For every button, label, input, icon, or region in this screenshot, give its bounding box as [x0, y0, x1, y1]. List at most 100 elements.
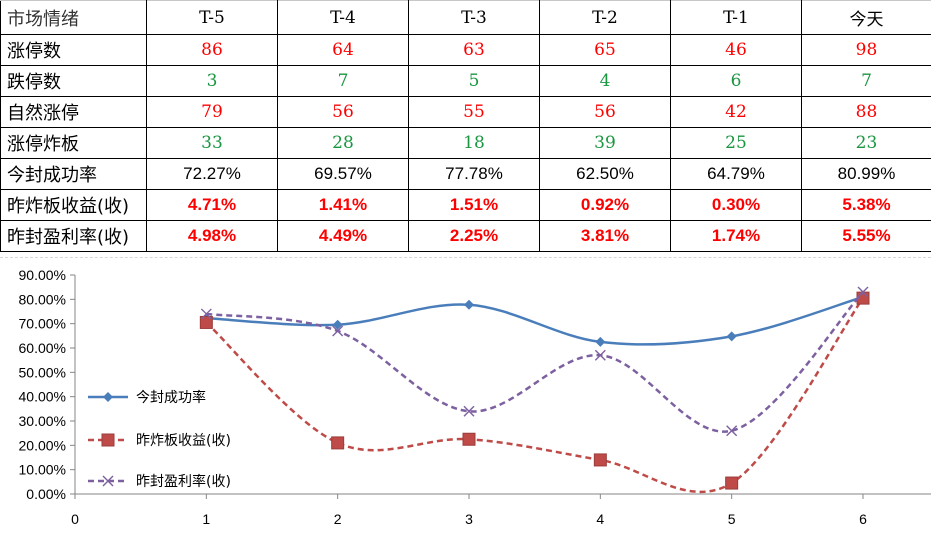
series-line-2 — [205, 297, 865, 494]
table-cell: 4.98% — [146, 220, 278, 252]
y-tick-label: 0.00% — [26, 486, 66, 502]
row-label: 自然涨停 — [0, 96, 147, 128]
y-tick-label: 70.00% — [19, 316, 66, 332]
y-tick-label: 10.00% — [19, 462, 66, 478]
row-label: 今封成功率 — [0, 158, 147, 190]
line-chart: 0.00% 10.00% 20.00% 30.00% 40.00% 50.00% 60.00… — [19, 267, 931, 527]
table-cell: 69.57% — [277, 158, 409, 190]
table-cell: 5.55% — [801, 220, 931, 252]
table-row: 今封成功率 72.27% 69.57% 77.78% 62.50% 64.79% 80.99… — [0, 158, 931, 190]
table-cell: 63 — [408, 34, 540, 66]
data-point — [199, 315, 213, 329]
header-cell-t2: T-2 — [539, 0, 671, 35]
table-cell: 88 — [801, 96, 931, 128]
table-cell: 1.51% — [408, 189, 540, 221]
table-cell: 3 — [146, 65, 278, 97]
table-cell: 56 — [277, 96, 409, 128]
data-point — [464, 299, 474, 310]
x-tick-label: 1 — [202, 511, 210, 527]
y-tick-label: 50.00% — [19, 364, 66, 380]
data-point — [725, 476, 739, 490]
x-tick-label: 5 — [728, 511, 736, 527]
table-cell: 7 — [801, 65, 931, 97]
row-label: 昨封盈利率(收) — [0, 220, 147, 252]
data-point — [593, 453, 607, 467]
y-tick-label: 40.00% — [19, 389, 66, 405]
table-cell: 72.27% — [146, 158, 278, 190]
table-cell: 80.99% — [801, 158, 931, 190]
y-tick-label: 90.00% — [19, 267, 66, 283]
table-cell: 25 — [670, 127, 802, 159]
x-tick-label: 0 — [71, 511, 79, 527]
table-cell: 4 — [539, 65, 671, 97]
table-cell: 64.79% — [670, 158, 802, 190]
series-line-3 — [206, 291, 864, 433]
table-cell: 0.30% — [670, 189, 802, 221]
table-cell: 4.71% — [146, 189, 278, 221]
table-cell: 86 — [146, 34, 278, 66]
table-cell: 1.74% — [670, 220, 802, 252]
data-point — [332, 319, 343, 330]
table-cell: 3.81% — [539, 220, 671, 252]
table-cell: 5.38% — [801, 189, 931, 221]
table-row: 跌停数 3 7 5 4 6 7 — [0, 65, 931, 97]
row-label: 涨停数 — [0, 34, 147, 66]
table-cell: 7 — [277, 65, 409, 97]
row-label: 跌停数 — [0, 65, 147, 97]
table-row: 昨炸板收益(收) 4.71% 1.41% 1.51% 0.92% 0.30% 5.38% — [0, 189, 931, 221]
table-row: 昨封盈利率(收) 4.98% 4.49% 2.25% 3.81% 1.74% 5.55% — [0, 220, 931, 252]
legend-marker — [102, 475, 114, 487]
table-cell: 79 — [146, 96, 278, 128]
table-cell: 1.41% — [277, 189, 409, 221]
series-line-1 — [206, 295, 864, 346]
legend-label: 今封成功率 — [136, 389, 206, 406]
data-point — [462, 432, 476, 446]
x-tick-label: 6 — [859, 511, 867, 527]
table-cell: 56 — [539, 96, 671, 128]
data-point — [594, 349, 606, 361]
header-cell-t5: T-5 — [146, 0, 278, 35]
data-point — [200, 308, 212, 320]
table-cell: 77.78% — [408, 158, 540, 190]
market-sentiment-table: 市场情绪 T-5 T-4 T-3 T-2 T-1 今天 涨停数 86 64 63 65 4… — [0, 0, 931, 252]
table-cell: 0.92% — [539, 189, 671, 221]
table-cell: 98 — [801, 34, 931, 66]
table-cell: 42 — [670, 96, 802, 128]
legend-label: 昨封盈利率(收) — [136, 473, 231, 490]
y-tick-label: 20.00% — [19, 437, 66, 453]
table-cell: 18 — [408, 127, 540, 159]
table-cell: 5 — [408, 65, 540, 97]
x-tick-label: 2 — [334, 511, 342, 527]
table-cell: 6 — [670, 65, 802, 97]
table-cell: 33 — [146, 127, 278, 159]
separator-line — [0, 257, 931, 258]
y-tick-label: 80.00% — [19, 291, 66, 307]
table-cell: 4.49% — [277, 220, 409, 252]
data-point — [331, 436, 345, 450]
table-cell: 55 — [408, 96, 540, 128]
table-row: 涨停数 86 64 63 65 46 98 — [0, 34, 931, 66]
table-cell: 46 — [670, 34, 802, 66]
table-row: 自然涨停 79 56 55 56 42 88 — [0, 96, 931, 128]
data-point — [332, 325, 344, 337]
data-point — [463, 405, 475, 417]
legend-marker — [103, 392, 113, 402]
header-cell-t1: T-1 — [670, 0, 802, 35]
table-row: 涨停炸板 33 28 18 39 25 23 — [0, 127, 931, 159]
data-point — [726, 425, 738, 437]
table-cell: 39 — [539, 127, 671, 159]
row-label: 昨炸板收益(收) — [0, 189, 147, 221]
legend-label: 昨炸板收益(收) — [136, 433, 231, 449]
header-cell-today: 今天 — [801, 0, 931, 35]
data-point — [595, 336, 606, 347]
table-cell: 23 — [801, 127, 931, 159]
x-tick-label: 3 — [465, 511, 473, 527]
table-cell: 62.50% — [539, 158, 671, 190]
y-tick-label: 60.00% — [19, 340, 66, 356]
header-cell-t3: T-3 — [408, 0, 540, 35]
header-cell-t4: T-4 — [277, 0, 409, 35]
x-tick-label: 4 — [596, 511, 604, 527]
table-body: 市场情绪 T-5 T-4 T-3 T-2 T-1 今天 涨停数 86 64 63 65 4… — [0, 0, 931, 252]
table-header-row: 市场情绪 T-5 T-4 T-3 T-2 T-1 今天 — [0, 0, 931, 35]
table-cell: 28 — [277, 127, 409, 159]
